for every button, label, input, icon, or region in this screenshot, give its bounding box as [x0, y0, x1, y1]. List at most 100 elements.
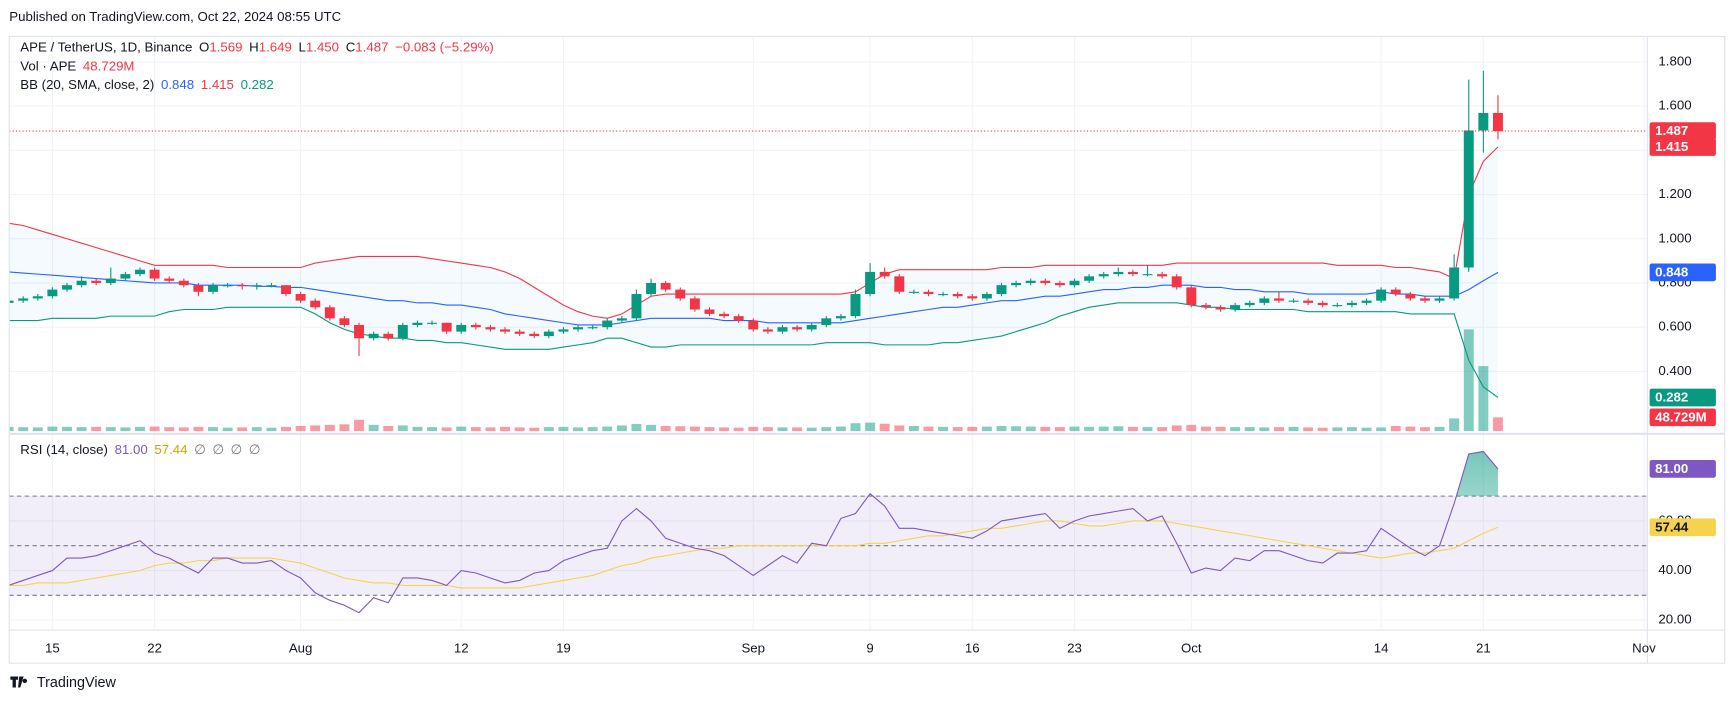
candle-body: [62, 285, 72, 290]
ohlc-value: 1.569: [209, 39, 242, 54]
candle-body: [689, 298, 700, 310]
candle-body: [1273, 298, 1284, 301]
candle-body: [660, 282, 671, 290]
volume-bar: [1113, 426, 1124, 432]
volume-bar: [251, 427, 262, 432]
candle-body: [456, 324, 467, 332]
ohlc-key: C: [346, 39, 356, 54]
rsi-line: [9, 450, 1499, 614]
candle-body: [178, 280, 189, 286]
x-tick-label: 22: [147, 640, 162, 655]
volume-bar: [1127, 426, 1138, 432]
rsi-ma-line: [9, 520, 1499, 589]
volume-bar: [616, 425, 627, 432]
candle-body: [32, 296, 43, 299]
rsi-legend: RSI (14, close) 81.00 57.44 ∅ ∅ ∅ ∅: [20, 441, 260, 456]
candle-body: [1025, 280, 1036, 283]
rsi-value: 81.00: [115, 441, 148, 456]
volume-bar: [1069, 426, 1080, 432]
candle-body: [777, 327, 788, 332]
volume-bar: [354, 419, 365, 432]
value-label-bg: [1649, 460, 1716, 478]
candle-body: [981, 294, 992, 299]
volume-bar: [1025, 426, 1036, 432]
candle-body: [631, 294, 642, 319]
candle-body: [704, 309, 715, 314]
y-tick-label: 1.800: [1658, 53, 1691, 68]
x-tick-label: 15: [45, 640, 60, 655]
candle-body: [1463, 130, 1474, 268]
candle-body: [967, 296, 978, 299]
candle-body: [1040, 280, 1051, 283]
volume-bar: [792, 427, 803, 432]
volume-bar: [835, 426, 846, 432]
volume-legend: Vol · APE 48.729M: [20, 58, 134, 73]
volume-bar: [1157, 427, 1168, 432]
candle-body: [164, 278, 175, 281]
volume-bar: [1463, 329, 1474, 432]
rsi-pane: [9, 450, 1648, 614]
candle-body: [719, 313, 730, 317]
symbol: APE / TetherUS, 1D, Binance: [20, 39, 192, 54]
candle-body: [76, 280, 87, 286]
ohlc-key: H: [249, 39, 259, 54]
candle-body: [222, 285, 233, 287]
footer: TradingView: [37, 675, 117, 691]
volume-bar: [383, 426, 394, 432]
candle-body: [397, 324, 408, 339]
candle-body: [339, 318, 350, 325]
volume-bar: [1303, 427, 1314, 432]
volume-bar: [76, 427, 87, 432]
volume-bar: [514, 427, 525, 432]
volume-bar: [1040, 426, 1051, 432]
candle-body: [908, 291, 919, 293]
bb-value: 0.282: [241, 77, 274, 92]
volume-bar: [164, 427, 175, 432]
candle-body: [1113, 271, 1124, 275]
volume-bar: [938, 426, 949, 432]
volume-bar: [9, 426, 14, 432]
volume-bar: [281, 426, 291, 432]
candle-body: [310, 300, 321, 308]
volume-bar: [1011, 426, 1022, 432]
candle-body: [952, 294, 963, 297]
volume-bar: [1317, 427, 1328, 432]
volume-bar: [850, 423, 861, 432]
volume-bar: [427, 427, 438, 432]
candle-body: [587, 327, 598, 329]
candle-body: [9, 300, 14, 303]
volume-bar: [967, 426, 978, 432]
legend: APE / TetherUS, 1D, Binance O1.569 H1.649 L…: [20, 39, 494, 456]
volume-bar: [295, 426, 306, 432]
volume-bar: [1419, 427, 1430, 432]
y-tick-label: 1.000: [1658, 230, 1691, 245]
candle-body: [938, 294, 949, 296]
frame: [8, 35, 1726, 664]
candle-body: [1346, 302, 1357, 306]
candle-body: [1171, 276, 1182, 288]
volume-bar: [1084, 426, 1095, 432]
candle-body: [1332, 305, 1343, 307]
candle-body: [1361, 300, 1372, 303]
volume-bar: [1273, 427, 1284, 432]
x-tick-label: 21: [1476, 640, 1491, 655]
volume-bar: [1478, 366, 1489, 432]
candle-body: [646, 282, 657, 295]
volume-bar: [266, 427, 277, 432]
volume-bar: [47, 426, 58, 432]
value-label-bg: [1649, 408, 1716, 427]
logo-icon: [10, 676, 27, 688]
volume-bar: [441, 427, 452, 432]
value-label: 81.00: [1655, 461, 1688, 476]
candle-body: [1390, 289, 1401, 295]
value-label: 0.848: [1655, 264, 1688, 279]
rsi-tick-label: 20.00: [1658, 612, 1691, 627]
rsi-value: ∅: [194, 441, 206, 456]
rsi-name: RSI (14, close): [20, 441, 108, 456]
volume-bar: [485, 427, 496, 432]
volume-bar: [748, 426, 759, 432]
volume-bar: [1449, 418, 1460, 432]
x-tick-label: 14: [1374, 640, 1389, 655]
